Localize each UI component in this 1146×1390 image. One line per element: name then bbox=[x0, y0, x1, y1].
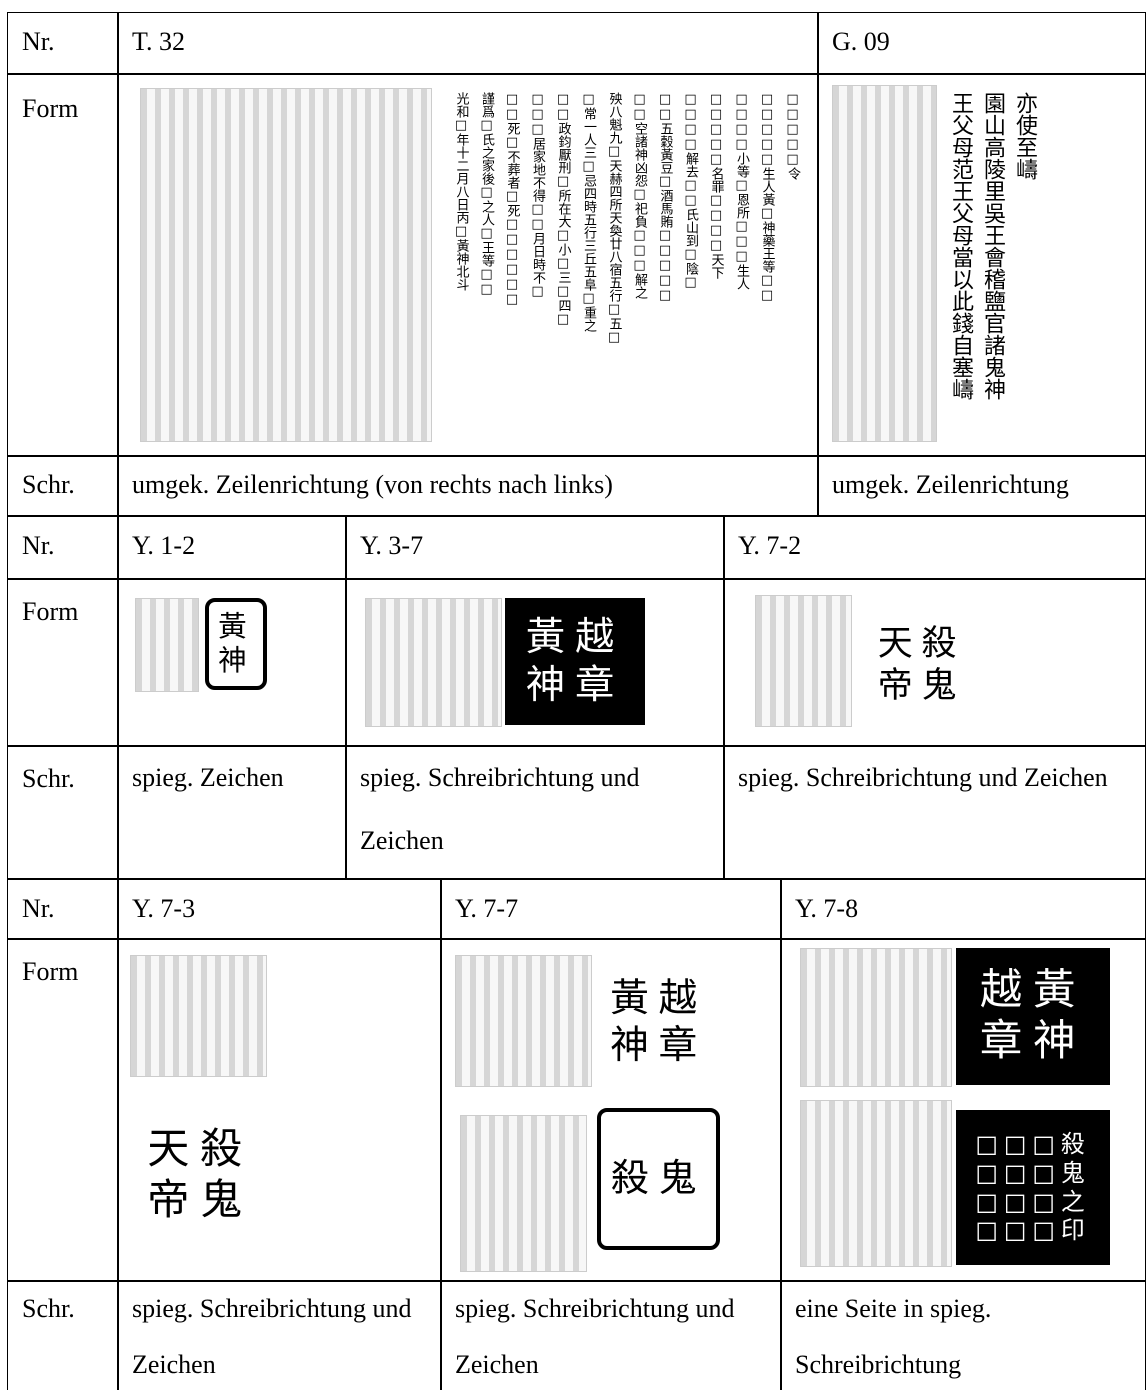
table-cell: T. 32 bbox=[117, 12, 819, 75]
transcription-column: □□□□□名罪□□□□天下 bbox=[708, 92, 724, 279]
table-cell: Y. 3-7 bbox=[345, 515, 725, 580]
row-label: Nr. bbox=[7, 515, 119, 580]
row-label: Schr. bbox=[7, 455, 119, 517]
scan-image bbox=[832, 85, 937, 442]
table-cell bbox=[345, 578, 725, 747]
transcription-column: 光和□年十二月八日丙□黃神北斗 bbox=[453, 92, 469, 291]
seal: 殺鬼 bbox=[597, 1108, 720, 1250]
table-cell: Y. 1-2 bbox=[117, 515, 347, 580]
transcription-column: 亦使至嶹 bbox=[1012, 92, 1037, 180]
transcription-column: □□□□解去□□氏山到□陰□ bbox=[683, 92, 698, 290]
seal: 黃越 神章 bbox=[595, 960, 722, 1085]
transcription-column: □□□居家地不得□□月日時不□ bbox=[530, 92, 545, 299]
scan-image bbox=[140, 88, 432, 442]
seal-row: 神章 bbox=[525, 661, 625, 708]
g09-transcription: 亦使至嶹 園山高陵里吳王會稽鹽官諸鬼神 王父母范王父母當以此錢自塞嶹 bbox=[935, 92, 1040, 437]
row-label: Form bbox=[7, 938, 119, 1282]
seal-row: 黃越 bbox=[525, 614, 625, 661]
transcription-column: □□□□小等□恩所□□□生人 bbox=[734, 92, 749, 290]
table-cell: Y. 7-3 bbox=[117, 878, 442, 940]
row-label: Schr. bbox=[7, 745, 119, 880]
seal-row: 黃 bbox=[218, 609, 254, 643]
seal: 越黃 章神 bbox=[956, 948, 1110, 1085]
row-label: Form bbox=[7, 578, 119, 747]
scan-image bbox=[130, 955, 267, 1077]
transcription-column: 殃八魁九□天赫四所天奐廿八宿五行□五□ bbox=[606, 92, 622, 345]
seal-row: □□□鬼 bbox=[975, 1158, 1091, 1187]
seal-row: 天殺 bbox=[877, 622, 966, 664]
seal-row: 帝鬼 bbox=[877, 665, 966, 706]
seal-row: 神 bbox=[218, 644, 254, 677]
seal: 天殺 帝鬼 bbox=[865, 595, 978, 735]
seal: 黃越 神章 bbox=[505, 598, 645, 725]
table-cell: spieg. Zeichen bbox=[117, 745, 347, 880]
transcription-column: □□五穀黃豆□酒馬賄□□□□□ bbox=[657, 92, 673, 303]
row-label: Nr. bbox=[7, 12, 119, 75]
seal-row: 黃越 bbox=[610, 976, 707, 1021]
table-cell: spieg. Schreibrichtung und Zeichen bbox=[440, 1280, 782, 1390]
seal-row: 章神 bbox=[979, 1016, 1087, 1066]
transcription-column: 園山高陵里吳王會稽鹽官諸鬼神 bbox=[980, 92, 1005, 400]
table-cell bbox=[117, 578, 347, 747]
transcription-column: 謹爲□氏之家後□之人□王等□□ bbox=[479, 92, 494, 297]
table-cell: umgek. Zeilenrichtung (von rechts nach l… bbox=[117, 455, 819, 517]
row-label: Nr. bbox=[7, 878, 119, 940]
table-cell bbox=[117, 73, 819, 457]
scan-image bbox=[365, 598, 502, 727]
table-cell: Y. 7-2 bbox=[723, 515, 1146, 580]
scan-image bbox=[800, 948, 952, 1087]
table-cell: Y. 7-8 bbox=[780, 878, 1146, 940]
table-cell: umgek. Zeilenrichtung bbox=[817, 455, 1146, 517]
seal-row: 越黃 bbox=[979, 965, 1087, 1015]
scan-image bbox=[135, 598, 199, 692]
scan-image bbox=[800, 1100, 952, 1267]
table-cell bbox=[817, 73, 1146, 457]
seal-row: 天殺 bbox=[147, 1124, 253, 1174]
row-label: Form bbox=[7, 73, 119, 457]
seal-row: □□□印 bbox=[975, 1216, 1091, 1245]
seal-row: 殺鬼 bbox=[610, 1156, 707, 1201]
table-cell: spieg. Schreibrichtung und Zeichen bbox=[723, 745, 1146, 880]
row-label: Schr. bbox=[7, 1280, 119, 1390]
table-cell bbox=[440, 938, 782, 1282]
table-cell: spieg. Schreibrichtung und Zeichen bbox=[345, 745, 725, 880]
transcription-column: □常一人三□忌四時五行三丘五阜□重之 bbox=[581, 92, 596, 332]
seal-row: □□□之 bbox=[975, 1187, 1091, 1216]
seal: □□□殺 □□□鬼 □□□之 □□□印 bbox=[956, 1110, 1110, 1265]
t32-transcription: □□□□□令 □□□□□生人黃□神藥王等□□ □□□□小等□恩所□□□生人 □□□□□… bbox=[440, 92, 805, 442]
transcription-column: 王父母范王父母當以此錢自塞嶹 bbox=[948, 92, 973, 400]
seal: 黃神 bbox=[205, 598, 267, 690]
table-cell: G. 09 bbox=[817, 12, 1146, 75]
seal: 天殺 帝鬼 bbox=[132, 1095, 268, 1255]
scan-image bbox=[460, 1115, 587, 1272]
table-cell bbox=[117, 938, 442, 1282]
seal-row: 神章 bbox=[610, 1022, 707, 1068]
transcription-column: □□死□不葬者□死□□□□□□ bbox=[504, 92, 520, 307]
table-cell bbox=[723, 578, 1146, 747]
transcription-column: □□□□□生人黃□神藥王等□□ bbox=[759, 92, 775, 303]
seal-row: □□□殺 bbox=[975, 1130, 1091, 1159]
table-cell: eine Seite in spieg. Schreibrichtung bbox=[780, 1280, 1146, 1390]
transcription-column: □□空諸神凶怨□祀負□□□解之 bbox=[632, 92, 647, 299]
transcription-column: □□政鈞厭刑□所在大□小□三□四□ bbox=[555, 92, 571, 327]
table-cell bbox=[780, 938, 1146, 1282]
table-cell: Y. 7-7 bbox=[440, 878, 782, 940]
scan-image bbox=[755, 595, 852, 727]
seal-row: 帝鬼 bbox=[147, 1175, 253, 1224]
transcription-column: □□□□□令 bbox=[785, 92, 800, 180]
scan-image bbox=[455, 955, 592, 1087]
table-cell: spieg. Schreibrichtung und Zeichen bbox=[117, 1280, 442, 1390]
